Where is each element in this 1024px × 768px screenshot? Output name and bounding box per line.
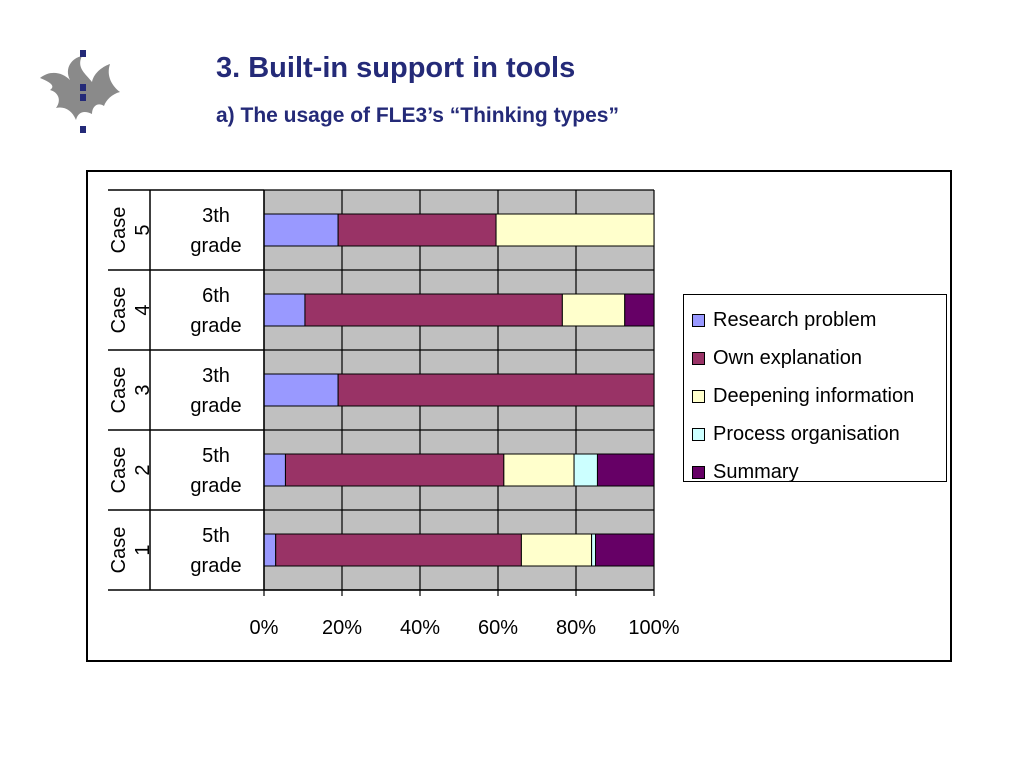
legend-item-summary: Summary	[692, 453, 946, 491]
legend-swatch	[692, 351, 705, 365]
category-case-label: Case 1	[108, 527, 154, 574]
x-tick-label: 100%	[628, 617, 679, 639]
category-case-label-line: 4	[132, 304, 154, 315]
category-case-label-line: 1	[132, 544, 154, 555]
category-grade-label: grade	[190, 395, 241, 417]
category-case-label-line: Case	[108, 367, 130, 414]
category-case-label-line: Case	[108, 527, 130, 574]
slide-subtitle: a) The usage of FLE3’s “Thinking types”	[216, 104, 619, 127]
bar-segment-research-problem	[263, 373, 339, 407]
category-case-label-line: Case	[108, 287, 130, 334]
x-tick-label: 40%	[400, 617, 440, 639]
bar-segment-deepening-information	[561, 293, 626, 327]
category-case-label-line: 5	[132, 224, 154, 235]
bar-segment-own-explanation	[304, 293, 563, 327]
category-grade-label: 6th	[202, 285, 230, 307]
category-case-label: Case 4	[108, 287, 154, 334]
x-tick-label: 60%	[478, 617, 518, 639]
bar-segment-process-organisation	[591, 533, 597, 567]
category-grade-label: grade	[190, 315, 241, 337]
category-grade-label: grade	[190, 475, 241, 497]
category-case-label-line: 2	[132, 464, 154, 475]
bar-segment-own-explanation	[284, 453, 505, 487]
bar-segment-research-problem	[263, 213, 339, 247]
slide-title: 3. Built-in support in tools	[216, 52, 576, 84]
legend-item-process-organisation: Process organisation	[692, 415, 946, 453]
category-case-label-line: 3	[132, 384, 154, 395]
legend-label: Research problem	[713, 308, 877, 331]
legend-item-deepening-information: Deepening information	[692, 377, 946, 415]
legend-item-own-explanation: Own explanation	[692, 339, 946, 377]
legend-label: Own explanation	[713, 346, 862, 369]
university-logo	[40, 50, 120, 133]
bar-segment-summary	[624, 293, 655, 327]
x-tick-label: 80%	[556, 617, 596, 639]
legend-swatch	[692, 427, 705, 441]
legend-item-research-problem: Research problem	[692, 301, 946, 339]
category-grade-label: 5th	[202, 445, 230, 467]
chart-frame: Case 5 3th grade Case 4 6th grade Case 3 3th grade C…	[86, 170, 952, 662]
category-case-label: Case 3	[108, 367, 154, 414]
bar-segment-process-organisation	[573, 453, 598, 487]
bar-segment-research-problem	[263, 453, 286, 487]
x-tick-label: 0%	[250, 617, 279, 639]
bar-segment-deepening-information	[520, 533, 593, 567]
bar-segment-own-explanation	[275, 533, 522, 567]
category-case-label-line: Case	[108, 207, 130, 254]
bar-segment-research-problem	[263, 533, 277, 567]
bar-segment-own-explanation	[337, 373, 655, 407]
category-grade-label: 3th	[202, 205, 230, 227]
category-grade-label: 5th	[202, 525, 230, 547]
category-grade-label: grade	[190, 235, 241, 257]
bar-segment-summary	[596, 453, 655, 487]
legend-label: Summary	[713, 460, 799, 483]
legend-swatch	[692, 389, 705, 403]
x-tick-label: 20%	[322, 617, 362, 639]
bar-segment-summary	[595, 533, 655, 567]
legend-swatch	[692, 465, 705, 479]
bar-segment-deepening-information	[495, 213, 655, 247]
category-case-label-line: Case	[108, 447, 130, 494]
chart-legend: Research problem Own explanation Deepeni…	[683, 294, 947, 483]
legend-swatch	[692, 313, 705, 327]
legend-label: Process organisation	[713, 422, 900, 445]
category-case-label: Case 5	[108, 207, 154, 254]
logo-dots-icon	[80, 50, 86, 133]
bar-segment-research-problem	[263, 293, 306, 327]
category-grade-label: grade	[190, 555, 241, 577]
category-grade-label: 3th	[202, 365, 230, 387]
bar-segment-own-explanation	[337, 213, 497, 247]
category-case-label: Case 2	[108, 447, 154, 494]
legend-label: Deepening information	[713, 384, 915, 407]
bar-segment-deepening-information	[503, 453, 575, 487]
